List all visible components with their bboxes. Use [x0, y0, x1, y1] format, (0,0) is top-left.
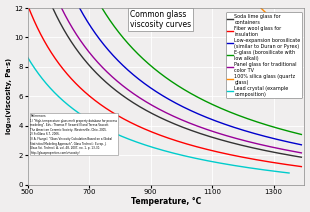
Legend: Soda lime glass for
containers, Fiber wool glass for
insulation, Low-expansion b: Soda lime glass for containers, Fiber wo…: [226, 12, 302, 98]
Y-axis label: log₁₀(viscosity, Pa·s): log₁₀(viscosity, Pa·s): [6, 58, 11, 134]
Text: Common glass
viscosity curves: Common glass viscosity curves: [130, 10, 191, 29]
X-axis label: Temperature, °C: Temperature, °C: [131, 197, 201, 206]
Text: References:
1) "High-temperature glass melt property database for process
modeli: References: 1) "High-temperature glass m…: [30, 114, 117, 155]
